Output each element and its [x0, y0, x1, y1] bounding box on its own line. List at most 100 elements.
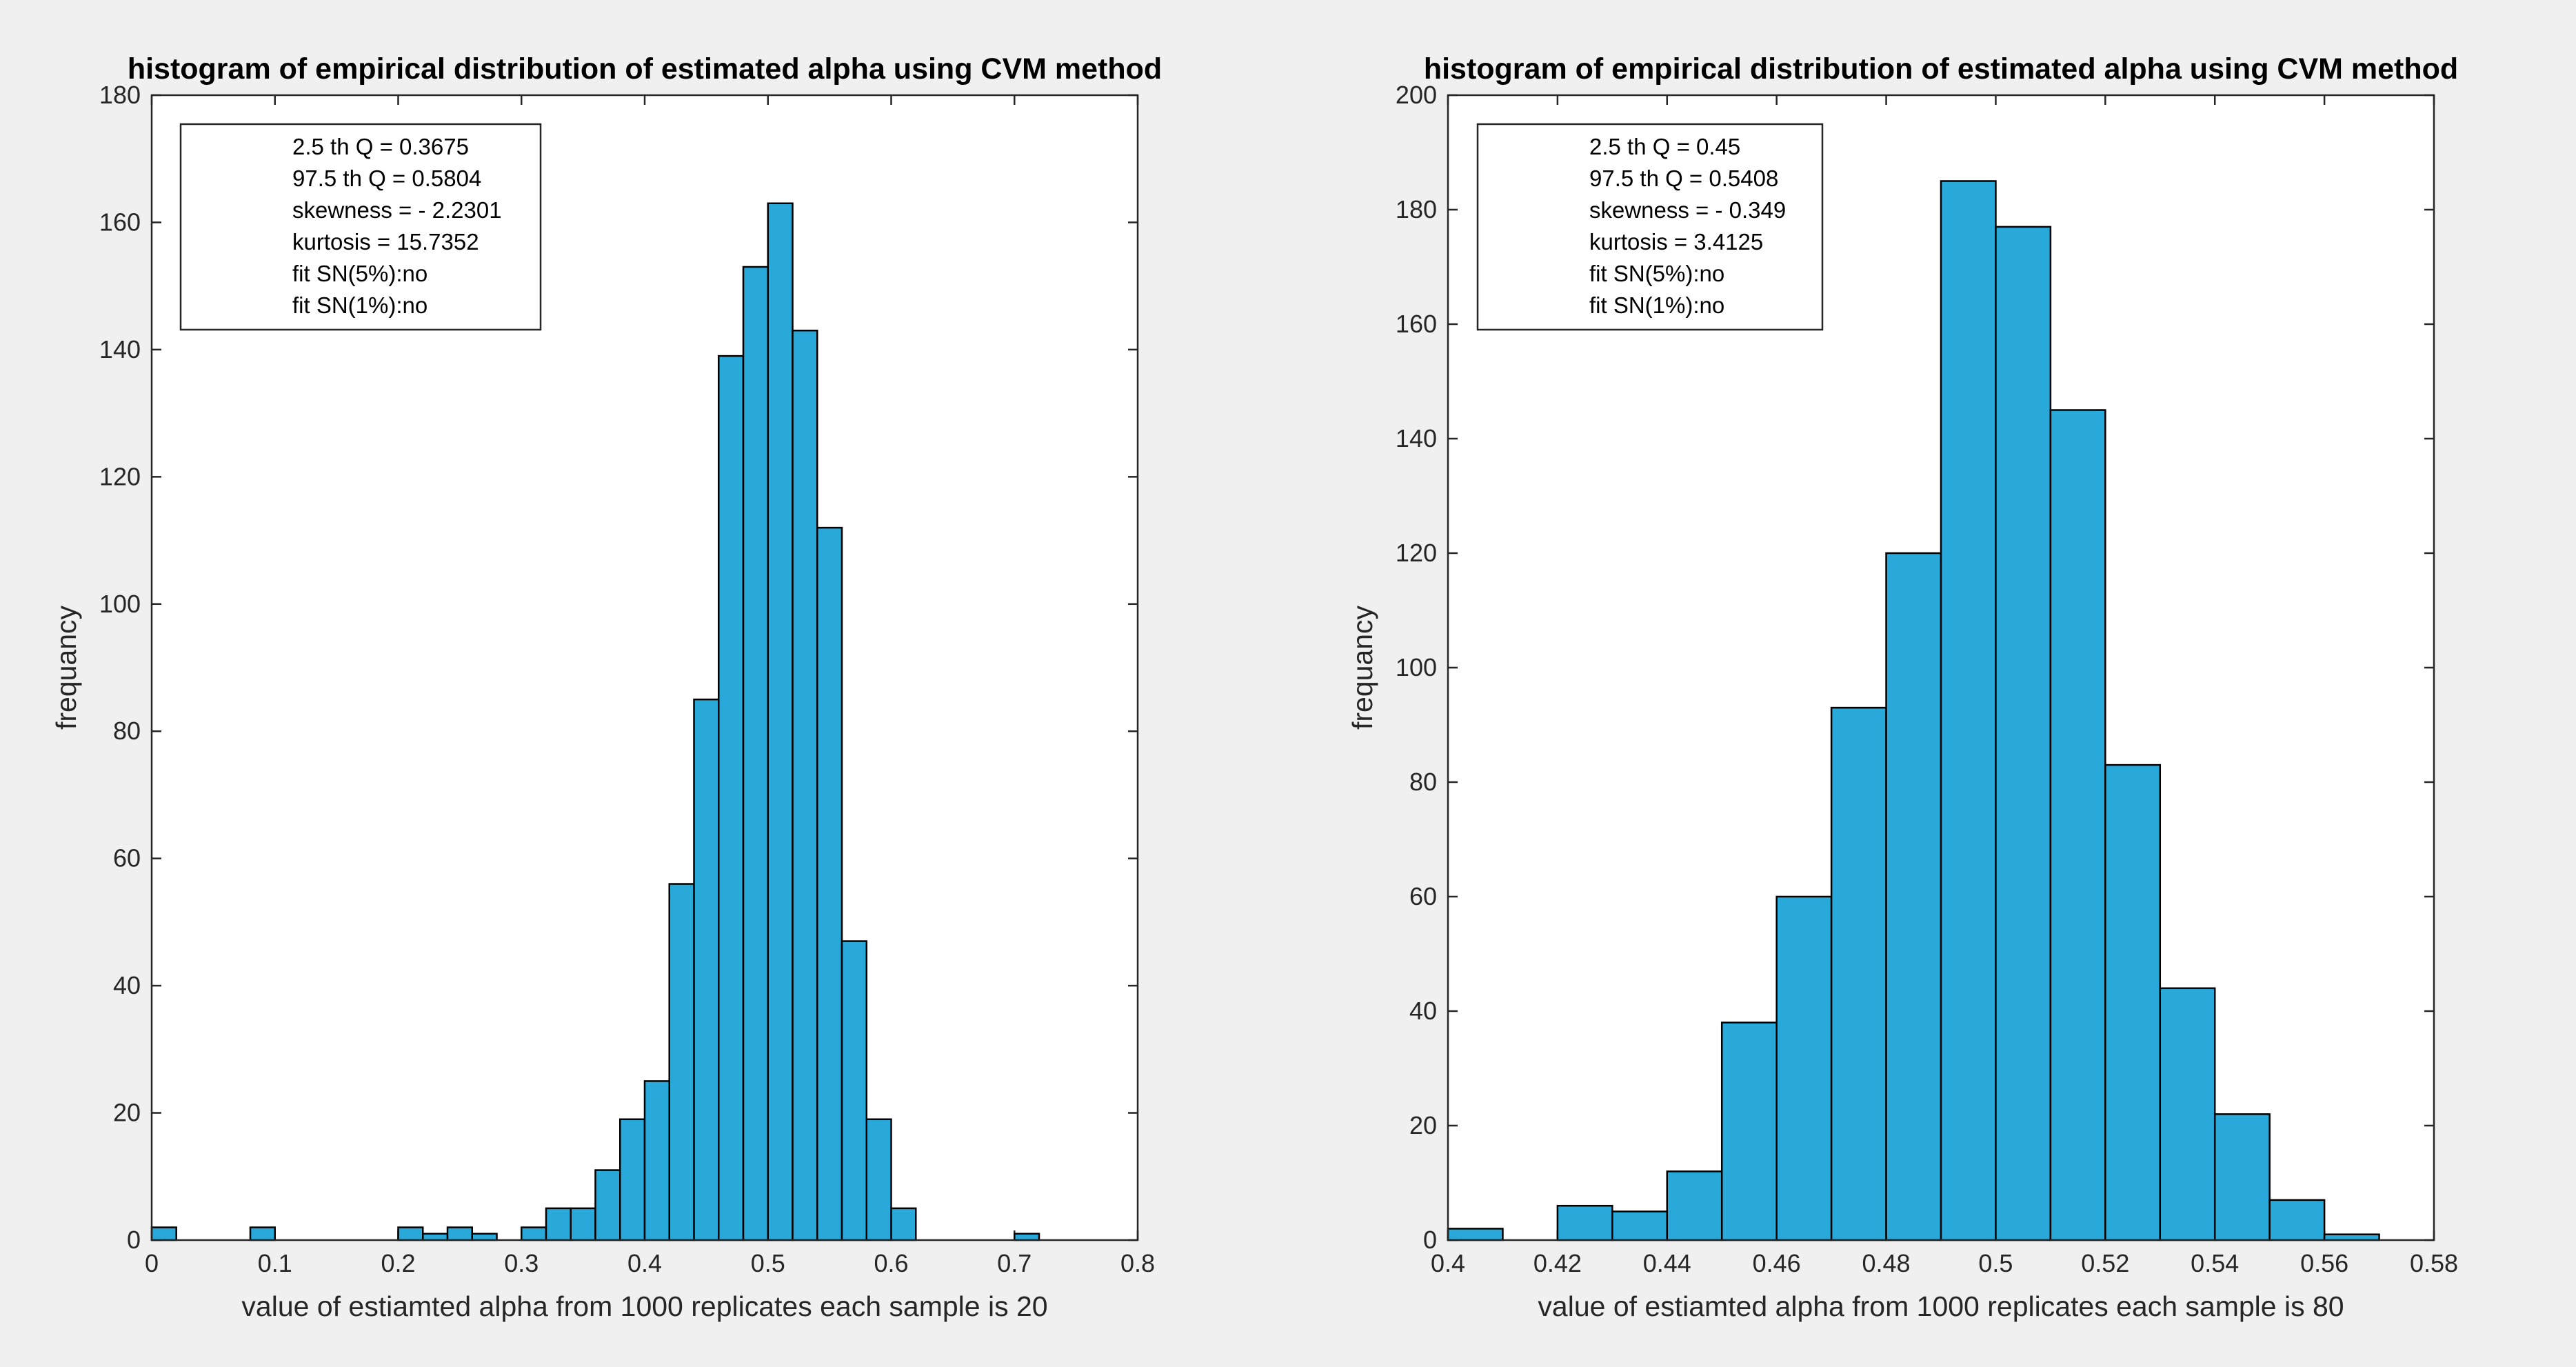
axes-box	[150, 94, 1139, 1241]
x-tick-label: 0.56	[2300, 1249, 2348, 1277]
legend-frame	[179, 123, 542, 331]
histogram-bar	[1556, 1204, 1613, 1241]
histogram-bar	[1995, 226, 2052, 1241]
histogram-bar	[1666, 1170, 1723, 1241]
histogram-bar	[397, 1226, 424, 1241]
x-tick-label: 0.58	[2410, 1249, 2458, 1277]
x-axis-label: value of estiamted alpha from 1000 repli…	[241, 1290, 1047, 1322]
x-tick-label: 0.42	[1533, 1249, 1582, 1277]
plot-title: histogram of empirical distribution of e…	[128, 52, 1162, 86]
x-tick-label: 0.46	[1753, 1249, 1801, 1277]
legend-entry-kurtosis: kurtosis = 15.7352	[292, 229, 479, 255]
legend-box[interactable]: 2.5 th Q = 0.45 97.5 th Q = 0.5408 skewn…	[1476, 123, 1824, 331]
legend-entry-q025: 2.5 th Q = 0.45	[1589, 134, 1740, 159]
histogram-bar	[1885, 552, 1942, 1241]
y-tick-label: 180	[99, 81, 141, 109]
y-axis-label: frequancy	[1347, 605, 1378, 730]
histogram-bar	[693, 698, 720, 1241]
histogram-bar	[1014, 1233, 1040, 1241]
y-tick-label: 160	[1396, 310, 1437, 338]
histogram-bar	[643, 1080, 670, 1241]
histogram-bar	[718, 355, 745, 1241]
histogram-bar	[545, 1207, 572, 1241]
y-tick-label: 20	[1409, 1111, 1437, 1139]
histogram-bar	[2159, 987, 2216, 1241]
histogram-bar	[742, 266, 769, 1241]
histogram-bar	[594, 1169, 621, 1241]
histogram-bar	[1720, 1021, 1778, 1241]
legend-entry-kurtosis: kurtosis = 3.4125	[1589, 229, 1763, 255]
y-tick-label: 140	[1396, 424, 1437, 452]
x-tick-label: 0.4	[627, 1249, 662, 1277]
y-tick-label: 120	[1396, 539, 1437, 567]
legend-entry-fit-1: fit SN(1%):no	[1589, 292, 1724, 318]
histogram-bar	[471, 1233, 498, 1241]
y-tick-label: 160	[99, 208, 141, 236]
histogram-bar	[767, 202, 794, 1241]
y-tick-label: 0	[1423, 1226, 1437, 1254]
y-tick-labels: 0 20 40 60 80 100 120 140 160 180	[99, 81, 141, 1254]
legend-box[interactable]: 2.5 th Q = 0.3675 97.5 th Q = 0.5804 ske…	[179, 123, 542, 331]
histogram-bar	[249, 1226, 276, 1241]
histogram-bar	[792, 329, 818, 1241]
y-tick-label: 20	[113, 1099, 141, 1127]
x-axis-label: value of estiamted alpha from 1000 repli…	[1538, 1290, 2344, 1322]
histogram-bar	[570, 1207, 596, 1241]
histogram-bar	[619, 1118, 646, 1241]
histogram-bar	[1830, 706, 1887, 1241]
histogram-bar	[2268, 1199, 2326, 1241]
y-tick-label: 140	[99, 335, 141, 363]
histogram-bar	[841, 940, 867, 1241]
legend-entry-fit-1: fit SN(1%):no	[292, 292, 427, 318]
x-tick-label: 0.7	[997, 1249, 1032, 1277]
histogram-bar	[668, 883, 695, 1241]
y-tick-labels: 0 20 40 60 80 100 120 140 160 180 200	[1396, 81, 1437, 1254]
x-tick-label: 0.3	[504, 1249, 539, 1277]
x-tick-labels: 0.4 0.42 0.44 0.46 0.48 0.5 0.52 0.54 0.56 0.58	[1431, 1249, 2458, 1277]
legend-entry-skewness: skewness = - 2.2301	[292, 197, 502, 223]
histogram-bar	[1940, 180, 1997, 1241]
histogram-bar	[816, 526, 843, 1241]
y-tick-label: 60	[1409, 882, 1437, 910]
x-tick-label: 0.2	[381, 1249, 415, 1277]
plot-title: histogram of empirical distribution of e…	[1424, 52, 2458, 86]
y-axis-label: frequancy	[50, 605, 82, 730]
x-tick-label: 0.6	[874, 1249, 908, 1277]
x-tick-labels: 0 0.1 0.2 0.3 0.4 0.5 0.6 0.7 0.8	[145, 1249, 1155, 1277]
legend-entry-skewness: skewness = - 0.349	[1589, 197, 1786, 223]
histogram-bar	[865, 1118, 892, 1241]
histogram-bar	[1447, 1228, 1504, 1241]
y-tick-label: 100	[99, 590, 141, 618]
histogram-bar	[1775, 895, 1833, 1241]
histogram-plot-sample-80: 0.4 0.42 0.44 0.46 0.48 0.5 0.52 0.54 0.56 0.58 0…	[1347, 52, 2458, 1322]
histogram-bar	[150, 1226, 177, 1241]
histogram-bars	[150, 202, 1040, 1241]
legend-entry-fit-5: fit SN(5%):no	[292, 261, 427, 286]
histogram-bar	[422, 1233, 449, 1241]
histogram-bar	[446, 1226, 473, 1241]
histogram-plot-sample-20: 0 0.1 0.2 0.3 0.4 0.5 0.6 0.7 0.8 0 20 40 60 80 100 12…	[50, 52, 1162, 1322]
axes-box	[1447, 94, 2435, 1241]
x-tick-label: 0.48	[1862, 1249, 1911, 1277]
histogram-bar	[1611, 1210, 1669, 1241]
legend-entry-q975: 97.5 th Q = 0.5804	[292, 166, 481, 191]
y-tick-label: 180	[1396, 195, 1437, 223]
histogram-bar	[2213, 1113, 2271, 1241]
legend-frame	[1476, 123, 1824, 331]
x-tick-label: 0.4	[1431, 1249, 1465, 1277]
y-tick-label: 40	[113, 971, 141, 999]
x-tick-label: 0.54	[2191, 1249, 2239, 1277]
histogram-bars	[1447, 180, 2380, 1241]
x-tick-label: 0	[145, 1249, 159, 1277]
x-tick-label: 0.44	[1643, 1249, 1691, 1277]
x-tick-label: 0.8	[1120, 1249, 1155, 1277]
y-tick-label: 0	[127, 1226, 141, 1254]
x-tick-label: 0.5	[1978, 1249, 2013, 1277]
y-tick-label: 60	[113, 844, 141, 872]
histogram-bar	[2049, 409, 2106, 1241]
histogram-bar	[890, 1207, 917, 1241]
y-tick-label: 80	[1409, 768, 1437, 796]
y-tick-label: 120	[99, 462, 141, 490]
